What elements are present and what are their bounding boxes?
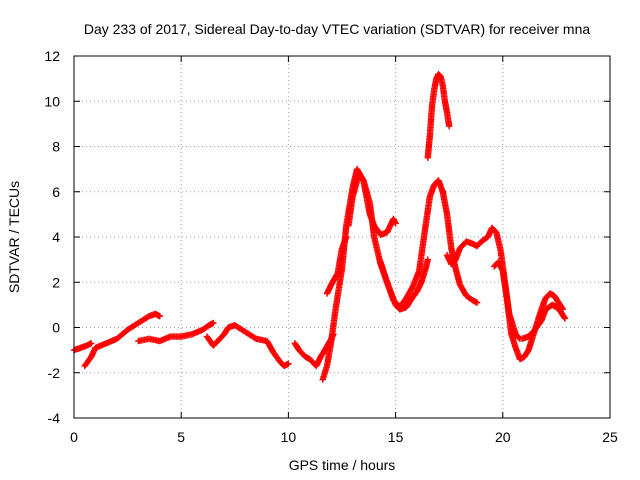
y-tick-label: -4 — [48, 410, 61, 426]
plot-frame — [73, 55, 611, 419]
data-point — [424, 256, 431, 263]
x-tick-label: 5 — [177, 429, 185, 445]
y-tick-label: 0 — [52, 320, 60, 336]
y-tick-label: 12 — [44, 48, 60, 64]
x-tick-label: 0 — [70, 429, 78, 445]
y-tick-label: -2 — [48, 365, 61, 381]
grid — [74, 56, 610, 418]
y-tick-label: 6 — [52, 184, 60, 200]
data-point — [210, 319, 217, 327]
series-arc-3 — [135, 319, 217, 345]
y-tick-label: 2 — [52, 274, 60, 290]
data-point — [251, 334, 259, 342]
x-tick-label: 20 — [495, 429, 511, 445]
y-axis-label: SDTVAR / TECUs — [6, 181, 22, 293]
chart-title: Day 233 of 2017, Sidereal Day-to-day VTE… — [84, 21, 590, 37]
series-arc-2 — [81, 310, 163, 370]
data-points — [70, 70, 569, 383]
series-arc-13 — [518, 301, 569, 343]
data-point — [561, 314, 568, 321]
data-point — [446, 122, 453, 130]
data-point — [87, 340, 95, 347]
series-arc-4 — [203, 322, 292, 370]
data-point — [473, 299, 481, 306]
data-point — [561, 315, 569, 322]
data-point — [392, 220, 399, 227]
y-tick-label: 4 — [52, 229, 60, 245]
series-arc-10 — [424, 70, 453, 162]
series-arc-12 — [491, 258, 567, 363]
data-point — [285, 360, 292, 367]
series-arc-1 — [70, 340, 95, 354]
x-tick-label: 10 — [281, 429, 297, 445]
x-axis-label: GPS time / hours — [289, 457, 396, 473]
series-arc-9 — [377, 177, 481, 311]
data-point — [156, 312, 163, 320]
data-point — [343, 233, 350, 241]
axis-ticks: 0 5 10 15 20 25 -4 -2 0 2 4 6 8 10 12 — [44, 48, 618, 445]
series-arc-7 — [323, 233, 350, 297]
x-tick-label: 25 — [602, 429, 618, 445]
x-tick-label: 15 — [388, 429, 404, 445]
y-tick-label: 8 — [52, 139, 60, 155]
y-tick-label: 10 — [44, 93, 60, 109]
